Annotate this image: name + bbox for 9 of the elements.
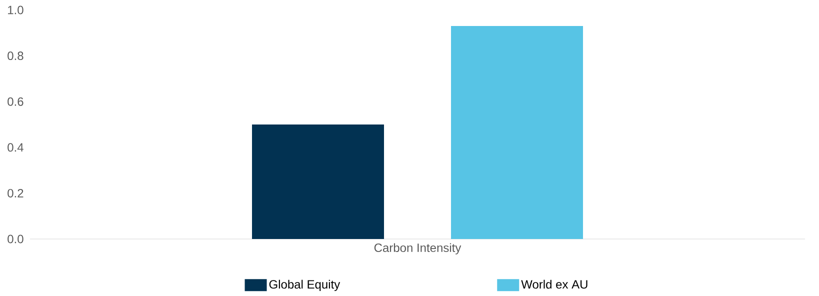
y-tick-label: 0.6 [8,97,24,106]
legend-label: World ex AU [521,280,588,289]
y-tick-label: 1.0 [8,6,24,14]
x-tick-label: Carbon Intensity [374,243,462,254]
y-tick-label: 0.8 [8,52,24,60]
y-tick-label: 0.4 [8,143,24,152]
legend-label: Global Equity [269,280,340,292]
y-tick-label: 0.0 [8,234,24,244]
y-tick-label: 0.2 [8,188,24,198]
